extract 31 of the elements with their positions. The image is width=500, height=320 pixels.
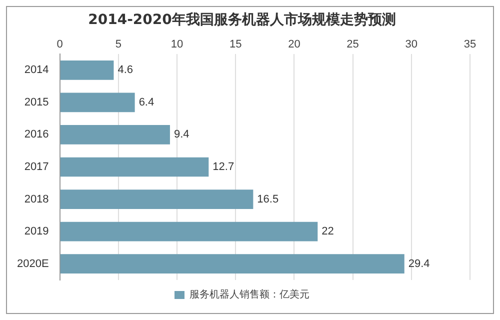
bar [60, 222, 318, 242]
bar [60, 157, 209, 177]
x-tick-label: 15 [229, 38, 242, 50]
bar [60, 125, 170, 144]
y-tick-label: 2020E [16, 258, 49, 270]
y-tick-label: 2015 [24, 96, 49, 108]
legend-label: 服务机器人销售额：亿美元 [190, 288, 310, 301]
data-label: 16.5 [257, 193, 279, 206]
y-tick-label: 2018 [24, 193, 49, 206]
x-tick-label: 20 [288, 38, 300, 50]
bar [60, 190, 254, 209]
y-tick-label: 2014 [24, 64, 49, 76]
chart-title: 2014-2020年我国服务机器人市场规模走势预测 [88, 11, 396, 28]
data-label: 22 [322, 226, 334, 238]
bar [60, 60, 114, 80]
data-label: 12.7 [212, 161, 234, 174]
x-tick-label: 35 [464, 38, 476, 50]
y-tick-label: 2016 [24, 128, 49, 141]
data-label: 29.4 [408, 258, 430, 270]
y-tick-label: 2019 [24, 226, 49, 238]
x-tick-label: 30 [405, 38, 418, 50]
x-tick-label: 5 [115, 38, 122, 50]
x-tick-label: 25 [346, 38, 359, 50]
data-label: 9.4 [174, 128, 190, 141]
y-tick-label: 2017 [24, 161, 49, 174]
data-label: 6.4 [138, 96, 154, 108]
x-tick-label: 0 [56, 38, 63, 50]
x-tick-label: 10 [170, 38, 184, 50]
bar [60, 254, 404, 274]
bar [60, 92, 135, 112]
data-label: 4.6 [118, 64, 134, 76]
